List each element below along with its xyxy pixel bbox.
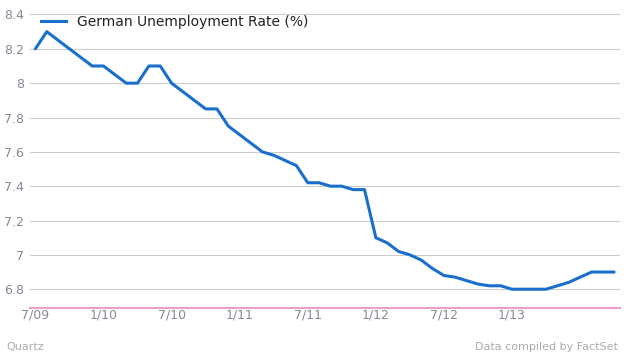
Legend: German Unemployment Rate (%): German Unemployment Rate (%) <box>37 11 313 33</box>
Text: Quartz: Quartz <box>6 342 44 352</box>
Text: Data compiled by FactSet: Data compiled by FactSet <box>475 342 618 352</box>
